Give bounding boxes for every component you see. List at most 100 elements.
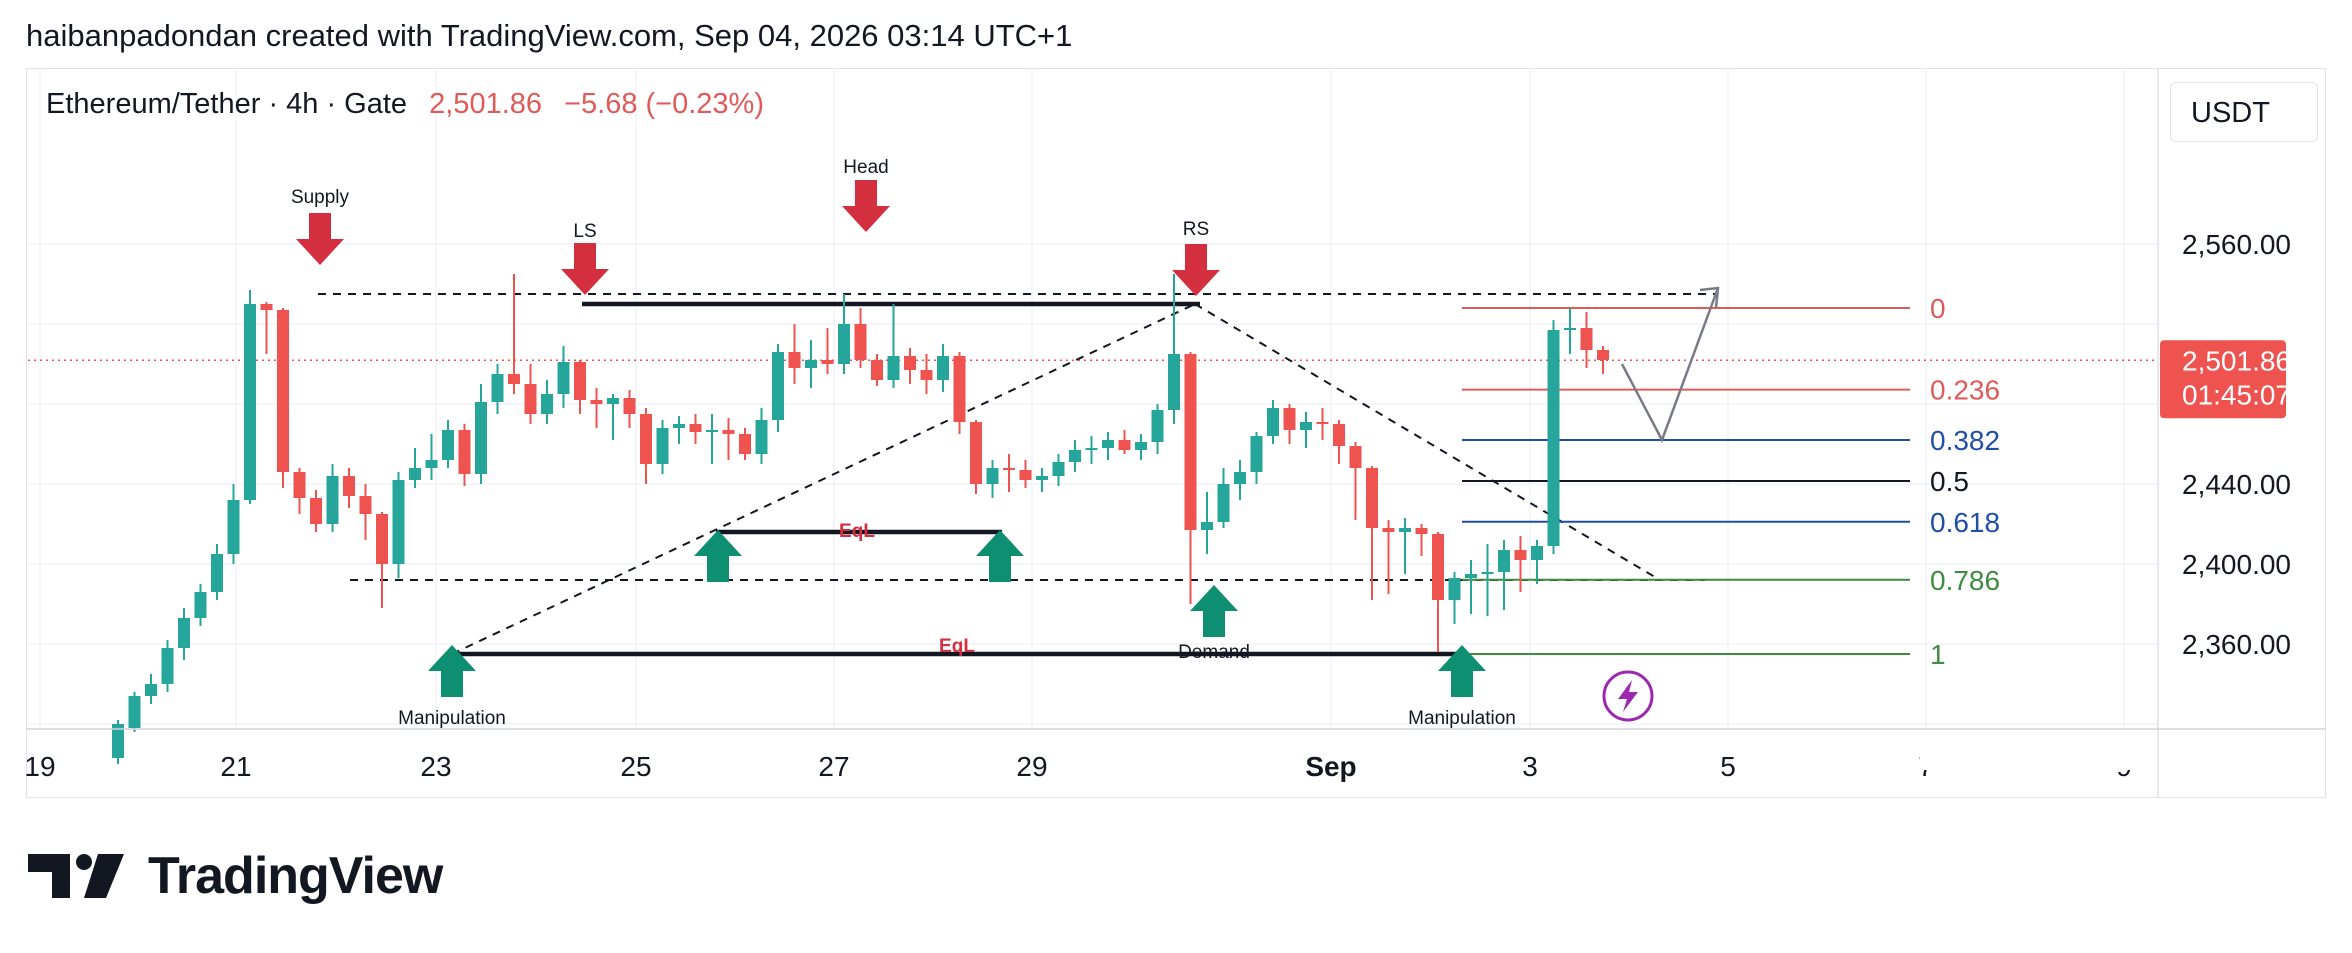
candle-down [1580, 328, 1593, 350]
candle-down [854, 324, 867, 360]
manipulation-right-arrow [1438, 645, 1486, 697]
candle-up [475, 402, 487, 474]
price-tick-label: 2,440.00 [2182, 469, 2291, 500]
rs-arrow [1172, 244, 1220, 296]
price-tick-label: 2,360.00 [2182, 629, 2291, 660]
time-tick-label: 5 [1720, 751, 1736, 782]
candle-up [557, 362, 570, 394]
symbol-price: 2,501.86 [429, 88, 543, 120]
demand-label: Demand [1178, 642, 1250, 663]
fib-level-label: 1 [1930, 639, 1946, 670]
ls-label: LS [573, 221, 596, 242]
time-tick-label: 25 [620, 751, 651, 782]
arrow-head [1172, 270, 1220, 296]
candle-up [986, 468, 999, 484]
candle-down [1597, 350, 1609, 360]
candle-up [1234, 472, 1246, 484]
overlay-layer: Supply LS Head RS Manipulation Manipulation De… [291, 157, 1654, 729]
arrow-head [1190, 585, 1238, 611]
brand-name: TradingView [148, 847, 443, 905]
time-tick-label: 21 [220, 751, 251, 782]
arrow-head [842, 206, 890, 232]
tradingview-brand[interactable]: TradingView [28, 846, 443, 906]
fib-level-label: 0.382 [1930, 425, 2000, 456]
eql-mid-label: EqL [839, 521, 875, 542]
arrow-shaft [309, 213, 331, 241]
time-tick-label: 3 [1522, 751, 1538, 782]
candle-up [1168, 354, 1180, 410]
candle-up [1300, 422, 1312, 430]
candle-down [970, 422, 982, 484]
candle-up [211, 554, 223, 592]
symbol-info: Ethereum/Tether · 4h · Gate 2,501.86 −5.… [46, 88, 764, 121]
candle-up [1036, 476, 1048, 480]
candle-up [1135, 442, 1147, 450]
eql-low-label: EqL [939, 636, 975, 657]
projection-arrowhead [1699, 286, 1720, 309]
candle-down [1514, 550, 1527, 560]
tradingview-logo-icon [28, 854, 124, 898]
candle-up [244, 304, 256, 500]
candle-up [1217, 484, 1230, 522]
last-price-countdown: 01:45:07 [2182, 379, 2291, 410]
candle-up [656, 428, 669, 464]
candle-up [112, 724, 124, 758]
candle-down [739, 434, 751, 454]
candle-down [788, 352, 801, 368]
candle-down [343, 476, 355, 496]
candle-up [1201, 522, 1213, 530]
candle-down [260, 304, 273, 310]
arrow-head [561, 269, 609, 295]
candle-down [1283, 408, 1296, 430]
candle-down [508, 374, 520, 384]
axes-layer: 2,560.00 2,440.00 2,400.00 2,360.00 19 21 23 25… [24, 68, 2326, 798]
arrow-shaft [707, 554, 729, 582]
candle-down [871, 360, 883, 380]
manipulation-left-label: Manipulation [398, 708, 506, 729]
neckline-dashed-up [451, 303, 1196, 655]
candle-down [310, 498, 322, 524]
candle-down [1019, 470, 1032, 480]
arrow-shaft [1203, 609, 1225, 637]
lightning-icon [1618, 680, 1638, 712]
candle-down [640, 414, 652, 464]
candle-up [1564, 328, 1576, 330]
candle-down [277, 310, 289, 472]
head-label: Head [843, 157, 888, 178]
last-price-badge [2160, 340, 2286, 419]
candle-down [821, 360, 834, 364]
candle-up [409, 468, 421, 480]
candle-up [1465, 574, 1477, 578]
rs-label: RS [1183, 219, 1209, 240]
time-tick-label: 19 [24, 751, 55, 782]
candle-down [623, 398, 636, 414]
arrow-head [976, 530, 1024, 556]
candle-down [689, 424, 702, 432]
fib-level-label: 0.5 [1930, 466, 1969, 497]
candle-down [293, 472, 306, 498]
arrow-head [428, 645, 476, 671]
supply-label: Supply [291, 187, 350, 208]
candle-up [887, 356, 900, 380]
candle-down [920, 370, 933, 380]
arrow-head [296, 239, 344, 265]
fib-level-label: 0.786 [1930, 565, 2000, 596]
candle-down [574, 362, 586, 400]
candle-up [227, 500, 240, 554]
chart-frame [26, 68, 2326, 798]
candle-up [326, 476, 339, 524]
candle-up [1481, 572, 1494, 574]
fib-level-label: 0.236 [1930, 375, 2000, 406]
candle-up [1250, 436, 1263, 472]
candle-up [805, 360, 817, 368]
currency-button[interactable]: USDT [2170, 82, 2318, 142]
candle-up [442, 430, 454, 460]
candle-up [706, 430, 718, 432]
eql-mid-right-arrow [976, 530, 1024, 582]
arrow-shaft [441, 669, 463, 697]
projection-path [1620, 287, 1720, 444]
candle-up [673, 424, 685, 428]
head-arrow [842, 180, 890, 232]
